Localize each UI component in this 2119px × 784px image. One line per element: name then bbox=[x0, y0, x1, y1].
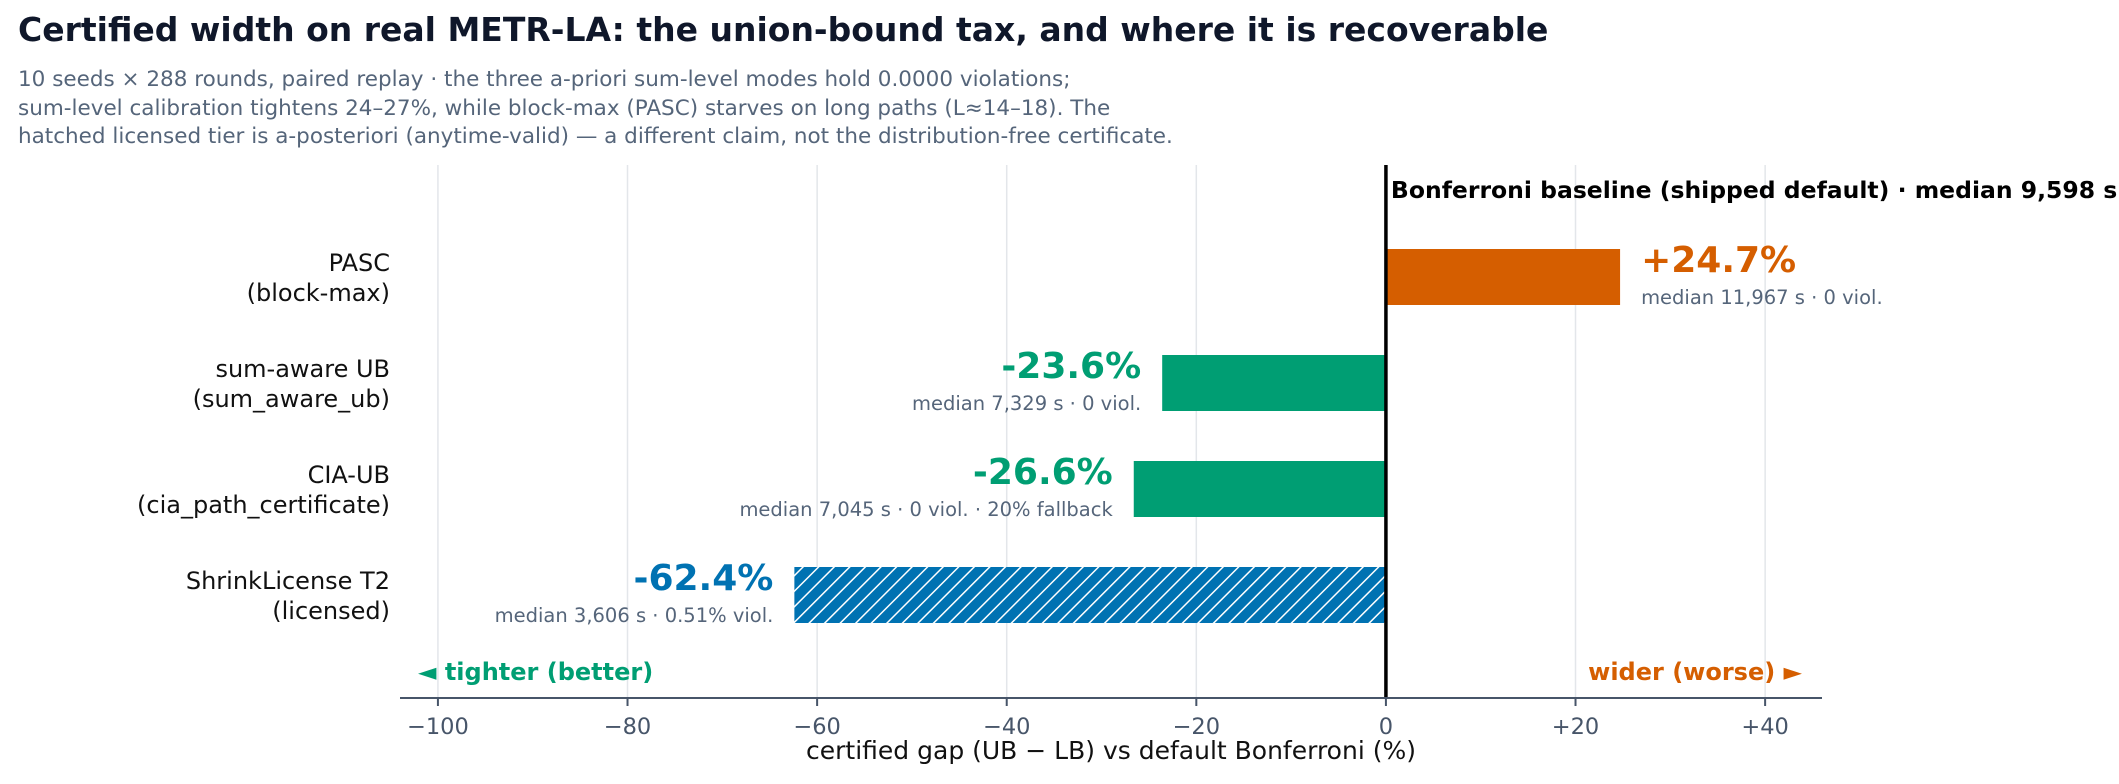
value-label: -23.6% bbox=[1001, 346, 1141, 387]
baseline-label: Bonferroni baseline (shipped default) · … bbox=[1391, 176, 2117, 204]
x-tick-label: −100 bbox=[407, 714, 469, 740]
labels: PASC(block-max) +24.7% median 11,967 s · 0… bbox=[137, 176, 2117, 686]
tighter-annotation: ◄ tighter (better) bbox=[418, 658, 653, 686]
detail-label: median 11,967 s · 0 viol. bbox=[1641, 286, 1883, 309]
category-label: CIA-UB bbox=[308, 461, 390, 489]
category-label: sum-aware UB bbox=[215, 355, 390, 383]
category-sublabel: (block-max) bbox=[247, 279, 390, 307]
subtitle: 10 seeds × 288 rounds, paired replay · t… bbox=[18, 66, 1173, 152]
bar bbox=[1133, 461, 1386, 517]
category-sublabel: (cia_path_certificate) bbox=[137, 491, 390, 519]
x-tick-label: −80 bbox=[604, 714, 651, 740]
x-axis: −100 −80 −60 −40 −20 0 +20 +40 certified gap (UB… bbox=[400, 165, 1822, 765]
detail-label: median 3,606 s · 0.51% viol. bbox=[495, 604, 774, 627]
value-label: +24.7% bbox=[1641, 240, 1796, 281]
bar bbox=[1385, 249, 1621, 305]
category-label: PASC bbox=[329, 249, 390, 277]
x-tick-label: 0 bbox=[1379, 714, 1393, 740]
wider-annotation: wider (worse) ► bbox=[1588, 658, 1802, 686]
x-axis-title: certified gap (UB − LB) vs default Bonfe… bbox=[806, 736, 1416, 765]
detail-label: median 7,045 s · 0 viol. · 20% fallback bbox=[739, 498, 1113, 521]
value-label: -26.6% bbox=[973, 452, 1113, 493]
value-label: -62.4% bbox=[634, 558, 774, 599]
x-tick-label: +40 bbox=[1741, 714, 1788, 740]
bar bbox=[794, 567, 1386, 623]
x-tick-label: −20 bbox=[1173, 714, 1220, 740]
category-label: ShrinkLicense T2 bbox=[186, 567, 390, 595]
subtitle-line: sum-level calibration tightens 24–27%, w… bbox=[18, 95, 1111, 121]
bars bbox=[794, 249, 1621, 623]
category-sublabel: (sum_aware_ub) bbox=[193, 385, 390, 413]
page-title: Certified width on real METR-LA: the uni… bbox=[18, 10, 1549, 49]
subtitle-line: hatched licensed tier is a-posteriori (a… bbox=[18, 124, 1173, 149]
bar bbox=[1162, 355, 1386, 411]
detail-label: median 7,329 s · 0 viol. bbox=[912, 392, 1141, 415]
subtitle-line: 10 seeds × 288 rounds, paired replay · t… bbox=[18, 67, 1071, 92]
category-sublabel: (licensed) bbox=[272, 597, 390, 625]
x-tick-label: −60 bbox=[793, 714, 840, 740]
x-tick-label: +20 bbox=[1552, 714, 1599, 740]
x-tick-label: −40 bbox=[983, 714, 1030, 740]
